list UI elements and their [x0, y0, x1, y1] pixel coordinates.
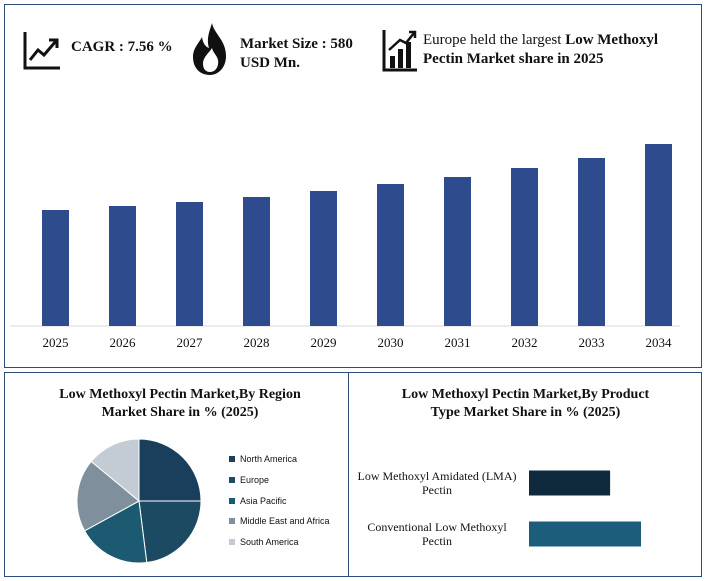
bar-2030	[377, 184, 404, 326]
legend-item: Asia Pacific	[229, 490, 330, 511]
bar-2031	[444, 177, 471, 326]
x-tick-label: 2026	[110, 335, 137, 350]
region-kpi-prefix: Europe held the largest	[423, 32, 566, 48]
legend-label: Asia Pacific	[240, 495, 287, 506]
bar-2029	[310, 191, 337, 326]
legend-item: Europe	[229, 470, 330, 491]
product-type-bar-chart	[529, 470, 641, 547]
market-growth-bar-chart: 2025 2026 2027 2028 2029 2030 2031 2032 2033 2034	[10, 144, 680, 350]
product-type-chart-title: Low Methoxyl Pectin Market,By Product Ty…	[401, 387, 650, 420]
legend-item: North America	[229, 449, 330, 470]
bar-2033	[578, 158, 605, 326]
pie-slice-north-america	[138, 438, 202, 502]
x-tick-label: 2028	[244, 335, 270, 350]
market-size-kpi: Market Size : 580 USD Mn.	[240, 36, 353, 71]
legend-swatch	[229, 518, 235, 525]
x-tick-label: 2029	[311, 335, 337, 350]
x-tick-label: 2033	[579, 335, 605, 350]
x-tick-label: 2032	[512, 335, 538, 350]
hbar-2	[529, 521, 641, 547]
flame-icon	[193, 23, 226, 75]
region-legend: North America Europe Asia Pacific Middle Ea…	[229, 449, 330, 552]
bar-2025	[42, 210, 69, 326]
bar-2026	[109, 206, 136, 326]
pie-slice-asia-pacific	[83, 500, 148, 564]
bar-2034	[645, 144, 672, 326]
legend-label: Middle East and Africa	[240, 516, 330, 527]
legend-label: Europe	[240, 475, 270, 486]
x-tick-label: 2031	[445, 335, 471, 350]
region-pie-chart	[76, 438, 202, 564]
pie-slice-middle-east-and-africa	[76, 460, 140, 532]
pie-slice-europe	[138, 500, 202, 564]
x-tick-label: 2034	[646, 335, 673, 350]
legend-swatch	[229, 477, 235, 484]
legend-item: Middle East and Africa	[229, 511, 330, 532]
bar-2032	[511, 168, 538, 326]
cagr-kpi: CAGR : 7.56 %	[71, 39, 173, 55]
legend-label: North America	[240, 454, 298, 465]
region-kpi: Europe held the largest Low Methoxyl Pec…	[423, 31, 688, 69]
x-tick-label: 2027	[177, 335, 204, 350]
x-tick-label: 2025	[43, 335, 69, 350]
pie-slice-south-america	[90, 438, 140, 503]
product-type-panel	[348, 372, 702, 577]
hbar-1	[529, 470, 611, 496]
bar-chart-trend-icon	[382, 30, 417, 72]
region-chart-title: Low Methoxyl Pectin Market,By Region Mar…	[59, 387, 301, 420]
legend-swatch	[229, 497, 235, 504]
trend-up-chart-icon	[23, 32, 60, 70]
legend-label: South America	[240, 537, 299, 548]
x-tick-label: 2030	[378, 335, 404, 350]
hbar-category-label: Low Methoxyl Amidated (LMA) Pectin	[357, 469, 517, 497]
legend-item: South America	[229, 532, 330, 553]
region-kpi-bold: Low Methoxyl Pectin Market share in 2025	[423, 32, 659, 67]
bar-2028	[243, 197, 270, 326]
hbar-category-label: Conventional Low Methoxyl Pectin	[367, 520, 507, 548]
legend-swatch	[229, 456, 235, 463]
bar-2027	[176, 202, 203, 326]
legend-swatch	[229, 539, 235, 546]
